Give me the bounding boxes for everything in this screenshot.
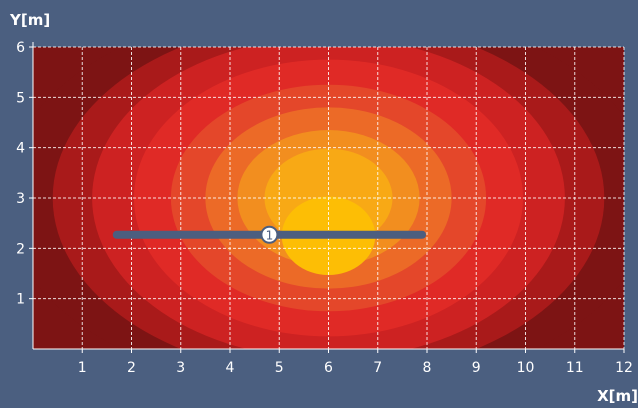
x-tick-label-10: 10 xyxy=(517,360,535,376)
x-tick-label-12: 12 xyxy=(615,360,633,376)
y-tick-label-3: 3 xyxy=(16,191,25,207)
x-tick-label-11: 11 xyxy=(566,360,584,376)
luminaire-marker xyxy=(260,225,279,244)
x-tick-label-7: 7 xyxy=(373,360,382,376)
luminaire-label: 1 xyxy=(266,229,274,243)
grid xyxy=(33,46,625,349)
y-tick-label-4: 4 xyxy=(16,141,25,157)
x-tick-label-2: 2 xyxy=(127,360,136,376)
x-tick-label-6: 6 xyxy=(324,360,333,376)
luminaire-layer: 1 xyxy=(112,225,427,244)
y-axis-title: Y[m] xyxy=(9,11,50,29)
y-tick-label-1: 1 xyxy=(16,292,25,308)
x-tick-label-5: 5 xyxy=(275,360,284,376)
y-tick-label-6: 6 xyxy=(16,40,25,56)
x-tick-label-9: 9 xyxy=(472,360,481,376)
x-tick-label-3: 3 xyxy=(176,360,185,376)
y-tick-label-2: 2 xyxy=(16,241,25,257)
y-tick-label-5: 5 xyxy=(16,90,25,106)
x-axis-title: X[m] xyxy=(597,387,638,405)
x-tick-label-1: 1 xyxy=(78,360,87,376)
x-tick-label-8: 8 xyxy=(423,360,432,376)
x-tick-label-4: 4 xyxy=(226,360,235,376)
